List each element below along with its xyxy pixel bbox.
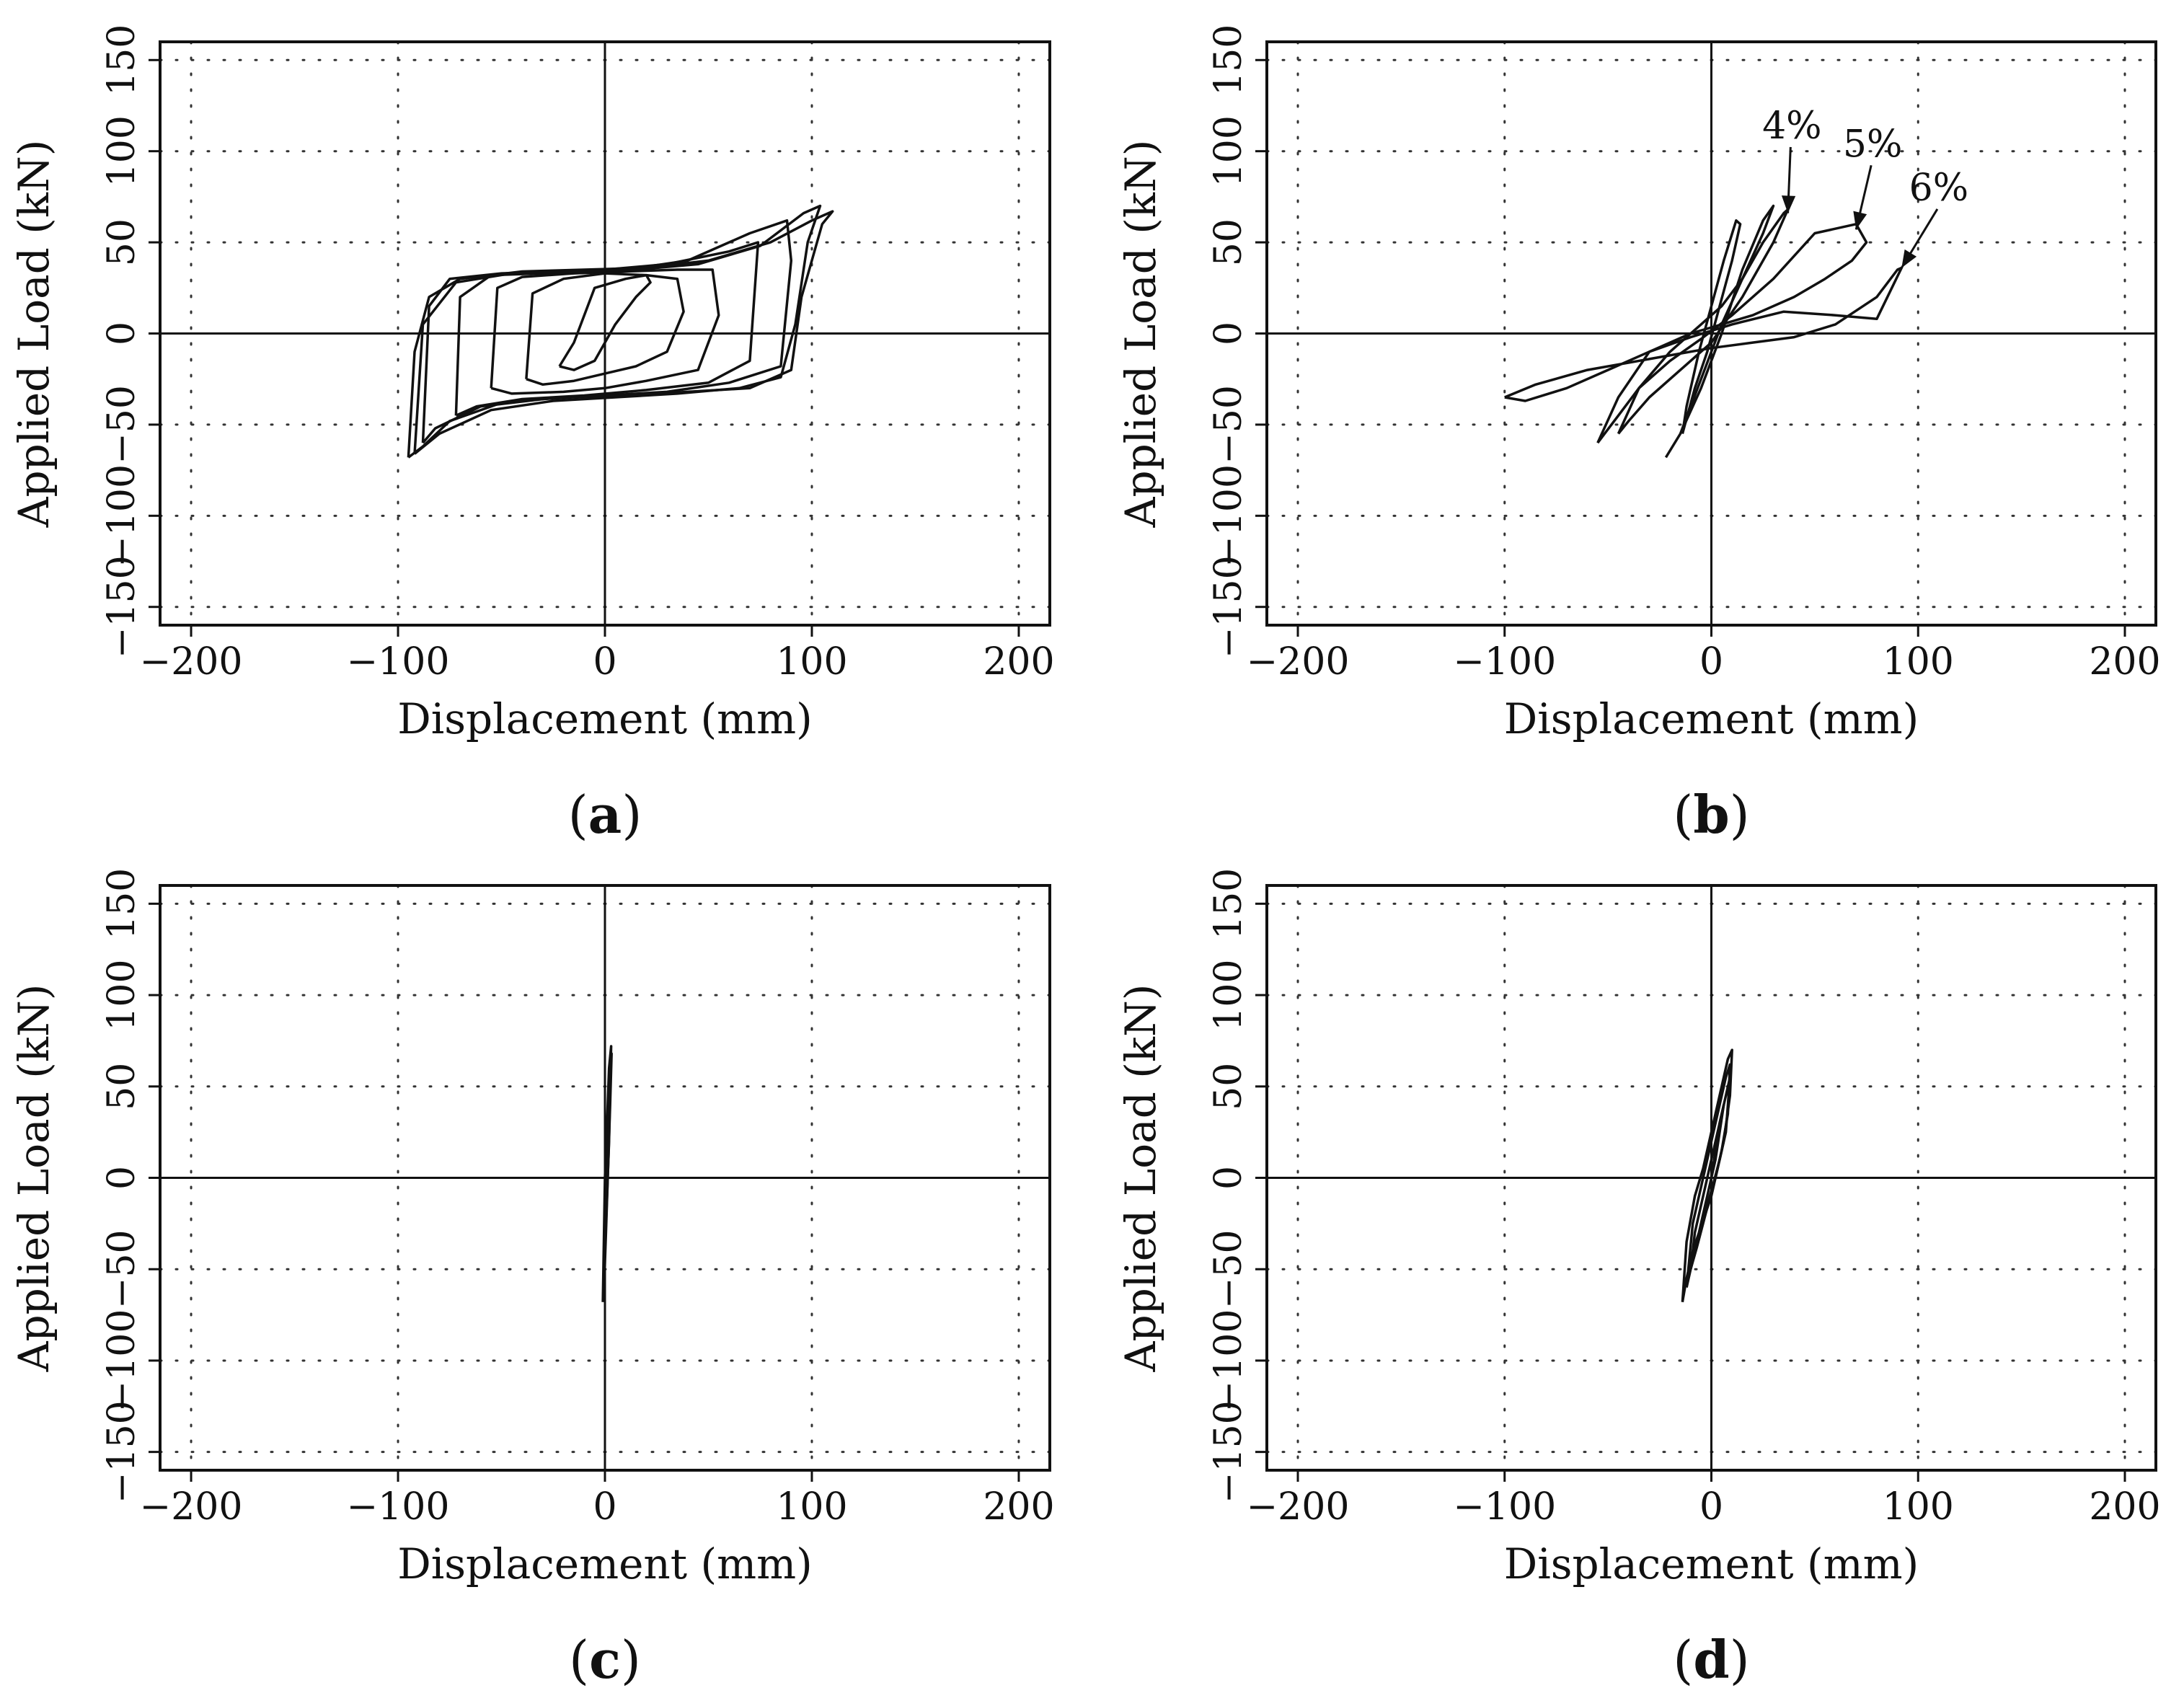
y-tick-label: 0 — [100, 322, 143, 345]
annotation-label: 6% — [1909, 167, 1969, 210]
series-response-2 — [602, 1052, 613, 1291]
y-tick-label: 0 — [100, 1166, 143, 1190]
x-tick-label: −200 — [1247, 1485, 1350, 1529]
x-axis-label: Displacement (mm) — [397, 694, 813, 743]
x-tick-label: −100 — [347, 640, 450, 684]
panel-a: −200 −100 0 100 200−150−100−50050100150Displ… — [9, 25, 1055, 845]
series-cycle-5 — [407, 210, 834, 459]
x-tick-label: 100 — [1883, 1485, 1954, 1529]
x-axis-label: Displacement (mm) — [397, 1539, 813, 1588]
x-axis-label: Displacement (mm) — [1504, 694, 1919, 743]
panel-caption: (c) — [569, 1629, 641, 1690]
y-tick-label: −100 — [1207, 1309, 1250, 1413]
panel-b: −200 −100 0 100 200−150−100−50050100150Displ… — [1116, 25, 2161, 845]
x-tick-label: −200 — [140, 640, 243, 684]
y-tick-label: 100 — [1207, 959, 1250, 1030]
annotation-arrowhead — [1853, 211, 1867, 230]
y-tick-label: 100 — [100, 959, 143, 1030]
series-core-1 — [1681, 219, 1742, 434]
panel-c: −200 −100 0 100 200−150−100−50050100150Displ… — [9, 868, 1055, 1690]
y-tick-label: −50 — [100, 385, 143, 464]
x-tick-label: −100 — [1453, 1485, 1556, 1529]
series-cycle-6pct — [1504, 266, 1904, 402]
y-axis-label: Applied Load (kN) — [9, 984, 58, 1373]
panel-d: −200 −100 0 100 200−150−100−50050100150Displ… — [1116, 868, 2161, 1690]
annotation-arrowhead — [1781, 195, 1796, 213]
y-tick-label: −150 — [1207, 1400, 1250, 1503]
y-tick-label: −100 — [100, 464, 143, 567]
annotation-arrowhead — [1901, 249, 1917, 268]
y-axis-label: Applied Load (kN) — [1116, 984, 1165, 1373]
x-axis-label: Displacement (mm) — [1504, 1539, 1919, 1588]
x-tick-label: 0 — [593, 640, 616, 684]
x-tick-label: 200 — [983, 1485, 1054, 1529]
y-tick-label: −150 — [100, 1400, 143, 1503]
y-tick-label: −50 — [100, 1229, 143, 1309]
annotation-label: 5% — [1843, 123, 1903, 166]
y-axis-label: Applied Load (kN) — [1116, 140, 1165, 529]
x-tick-label: 0 — [1699, 1485, 1723, 1529]
x-tick-label: −200 — [1247, 640, 1350, 684]
y-tick-label: −100 — [1207, 464, 1250, 567]
panel-caption: (d) — [1673, 1629, 1750, 1690]
series-cycle-3 — [1681, 1048, 1733, 1303]
series-core-2 — [1664, 204, 1775, 459]
annotation-label: 4% — [1762, 105, 1822, 148]
y-axis-label: Applied Load (kN) — [9, 140, 58, 529]
x-tick-label: −200 — [140, 1485, 243, 1529]
y-tick-label: 50 — [100, 1063, 143, 1110]
y-tick-label: 50 — [100, 218, 143, 266]
y-tick-label: 100 — [1207, 115, 1250, 187]
x-tick-label: −100 — [1453, 640, 1556, 684]
y-tick-label: 150 — [100, 25, 143, 96]
x-tick-label: 100 — [1883, 640, 1954, 684]
y-tick-label: 0 — [1207, 1166, 1250, 1190]
panel-caption: (a) — [568, 784, 642, 845]
y-tick-label: 100 — [100, 115, 143, 187]
series-cycle-4pct — [1617, 208, 1790, 435]
series-cycle-2 — [490, 268, 720, 395]
y-tick-label: −150 — [1207, 555, 1250, 658]
y-tick-label: 50 — [1207, 1063, 1250, 1110]
panel-caption: (b) — [1673, 784, 1750, 845]
y-tick-label: 50 — [1207, 218, 1250, 266]
y-tick-label: 0 — [1207, 322, 1250, 345]
y-tick-label: 150 — [1207, 25, 1250, 96]
y-tick-label: −150 — [100, 555, 143, 658]
x-tick-label: −100 — [347, 1485, 450, 1529]
series-cycle-small — [558, 273, 652, 371]
series-cycle-6 — [413, 204, 822, 455]
series-cycle-4 — [1685, 1063, 1732, 1288]
y-tick-label: 150 — [100, 868, 143, 940]
y-tick-label: 150 — [1207, 868, 1250, 940]
x-tick-label: 200 — [2089, 640, 2160, 684]
series-cycle-5pct — [1596, 223, 1868, 444]
x-tick-label: 200 — [2089, 1485, 2160, 1529]
y-tick-label: −50 — [1207, 385, 1250, 464]
series-cycle-1 — [525, 272, 685, 386]
x-tick-label: 200 — [983, 640, 1054, 684]
y-tick-label: −50 — [1207, 1229, 1250, 1309]
x-tick-label: 0 — [593, 1485, 616, 1529]
y-tick-label: −100 — [100, 1309, 143, 1413]
x-tick-label: 100 — [776, 1485, 847, 1529]
x-tick-label: 0 — [1699, 640, 1723, 684]
x-tick-label: 100 — [776, 640, 847, 684]
